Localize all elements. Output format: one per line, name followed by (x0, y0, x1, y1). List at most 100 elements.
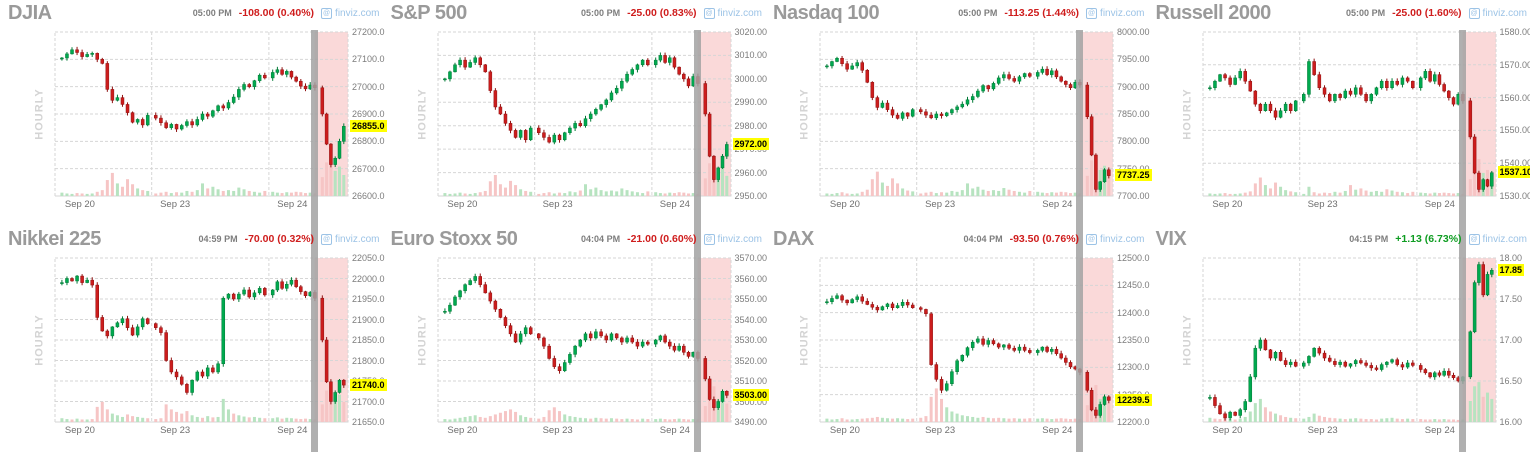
y-tick-label: 3510.00 (734, 376, 768, 386)
change-value: -21.00 (0.60%) (627, 233, 697, 245)
chart-cell-eurostoxx50[interactable]: Euro Stoxx 50 04:04 PM -21.00 (0.60%) @ … (382, 226, 770, 452)
x-session-label: Sep 24 (277, 199, 308, 210)
y-tick-label: 3530.00 (734, 335, 768, 345)
chart-cell-djia[interactable]: DJIA 05:00 PM -108.00 (0.40%) @ finviz.c… (0, 0, 387, 226)
finviz-watermark-link[interactable]: @ finviz.com (703, 7, 762, 19)
finviz-icon: @ (703, 7, 715, 19)
x-session-label: Sep 23 (925, 425, 956, 436)
y-tick-label: 3540.00 (734, 314, 768, 325)
y-tick-label: 2990.00 (734, 97, 768, 108)
chart-header-right: 04:04 PM -93.50 (0.76%) @ finviz.com (964, 233, 1145, 245)
y-tick-label: 2950.00 (734, 191, 768, 201)
y-tick-label: 2980.00 (734, 120, 768, 131)
quote-time: 04:15 PM (1349, 234, 1389, 244)
y-tick-label: 1550.00 (1499, 125, 1530, 136)
y-tick-label: 12350.0 (1117, 335, 1150, 345)
chart-header-right: 04:15 PM +1.13 (6.73%) @ finviz.com (1349, 233, 1527, 245)
chart-cell-vix[interactable]: VIX 04:15 PM +1.13 (6.73%) @ finviz.com … (1147, 226, 1530, 452)
y-tick-label: 2960.00 (734, 167, 768, 178)
y-tick-label: 3010.00 (734, 50, 768, 61)
finviz-watermark-link[interactable]: @ finviz.com (1468, 233, 1527, 245)
finviz-watermark-text: finviz.com (1482, 7, 1527, 19)
last-price-tag: 21740.0 (350, 378, 387, 391)
session-divider-bar (693, 30, 701, 452)
y-tick-label: 3520.00 (734, 355, 768, 366)
y-tick-label: 3560.00 (734, 273, 768, 284)
finviz-watermark-link[interactable]: @ finviz.com (1086, 233, 1145, 245)
y-tick-label: 7900.00 (1117, 81, 1150, 92)
finviz-watermark-link[interactable]: @ finviz.com (321, 233, 380, 245)
change-value: +1.13 (6.73%) (1395, 233, 1462, 245)
session-divider-bar (1458, 30, 1466, 452)
x-session-label: Sep 20 (447, 199, 478, 210)
chart-cell-sp500[interactable]: S&P 500 05:00 PM -25.00 (0.83%) @ finviz… (382, 0, 770, 226)
x-session-label: Sep 20 (1212, 425, 1243, 436)
y-tick-label: 27200.0 (352, 27, 385, 37)
chart-title: S&P 500 (390, 2, 468, 24)
timeframe-label: HOURLY (33, 314, 46, 366)
x-session-label: Sep 23 (160, 199, 191, 210)
y-tick-label: 3550.00 (734, 294, 768, 304)
y-tick-label: 26700.0 (352, 163, 385, 174)
timeframe-label: HOURLY (798, 88, 811, 140)
chart-cell-russell2000[interactable]: Russell 2000 05:00 PM -25.00 (1.60%) @ f… (1147, 0, 1530, 226)
last-price-tag: 2972.00 (732, 137, 770, 150)
y-tick-label: 1570.00 (1499, 59, 1530, 70)
x-session-label: Sep 24 (1042, 425, 1073, 436)
candlestick-plot (819, 31, 1114, 197)
y-tick-label: 26800.0 (352, 136, 385, 147)
chart-title: Euro Stoxx 50 (390, 228, 518, 250)
session-divider-bar (1076, 30, 1083, 452)
finviz-watermark-text: finviz.com (1100, 233, 1145, 245)
chart-cell-nasdaq100[interactable]: Nasdaq 100 05:00 PM -113.25 (1.44%) @ fi… (765, 0, 1152, 226)
finviz-watermark-link[interactable]: @ finviz.com (703, 233, 762, 245)
y-tick-label: 26900.0 (352, 109, 385, 119)
timeframe-label: HOURLY (416, 88, 429, 140)
y-tick-label: 12450.0 (1117, 280, 1150, 291)
change-value: -25.00 (0.83%) (627, 7, 697, 19)
chart-header-right: 05:00 PM -25.00 (1.60%) @ finviz.com (1346, 7, 1527, 19)
y-tick-label: 21800.0 (352, 355, 385, 366)
x-session-label: Sep 24 (1424, 199, 1455, 210)
y-tick-label: 18.00 (1499, 253, 1523, 263)
chart-cell-dax[interactable]: DAX 04:04 PM -93.50 (0.76%) @ finviz.com… (765, 226, 1152, 452)
chart-cell-nikkei225[interactable]: Nikkei 225 04:59 PM -70.00 (0.32%) @ fin… (0, 226, 387, 452)
quote-time: 05:00 PM (192, 8, 232, 18)
y-tick-label: 21650.0 (352, 417, 385, 427)
last-price-tag: 12239.5 (1115, 393, 1152, 406)
finviz-icon: @ (1086, 233, 1098, 245)
finviz-icon: @ (321, 7, 333, 19)
timeframe-label: HOURLY (1181, 314, 1194, 366)
y-tick-label: 27000.0 (352, 81, 385, 92)
x-session-label: Sep 23 (542, 425, 573, 436)
x-session-label: Sep 20 (64, 425, 95, 436)
quote-time: 04:04 PM (581, 234, 621, 244)
x-session-label: Sep 24 (1042, 199, 1073, 210)
x-session-label: Sep 20 (829, 199, 860, 210)
finviz-icon: @ (1468, 233, 1480, 245)
y-tick-label: 3500.00 (734, 396, 768, 407)
quote-time: 05:00 PM (1346, 8, 1386, 18)
x-session-label: Sep 23 (160, 425, 191, 436)
finviz-watermark-link[interactable]: @ finviz.com (321, 7, 380, 19)
y-tick-label: 1560.00 (1499, 92, 1530, 103)
y-tick-label: 7850.00 (1117, 109, 1150, 119)
timeframe-label: HOURLY (33, 88, 46, 140)
timeframe-label: HOURLY (416, 314, 429, 366)
x-session-label: Sep 20 (829, 425, 860, 436)
finviz-icon: @ (703, 233, 715, 245)
x-session-label: Sep 23 (925, 199, 956, 210)
quote-time: 05:00 PM (958, 8, 998, 18)
chart-title: Russell 2000 (1155, 2, 1272, 24)
y-tick-label: 21900.0 (352, 314, 385, 325)
finviz-watermark-link[interactable]: @ finviz.com (1468, 7, 1527, 19)
finviz-watermark-link[interactable]: @ finviz.com (1086, 7, 1145, 19)
y-tick-label: 1580.00 (1499, 27, 1530, 37)
quote-time: 04:04 PM (963, 234, 1003, 244)
x-session-label: Sep 24 (659, 199, 690, 210)
y-tick-label: 7800.00 (1117, 136, 1150, 147)
last-price-tag: 17.85 (1497, 263, 1525, 276)
y-tick-label: 8000.00 (1117, 27, 1150, 37)
